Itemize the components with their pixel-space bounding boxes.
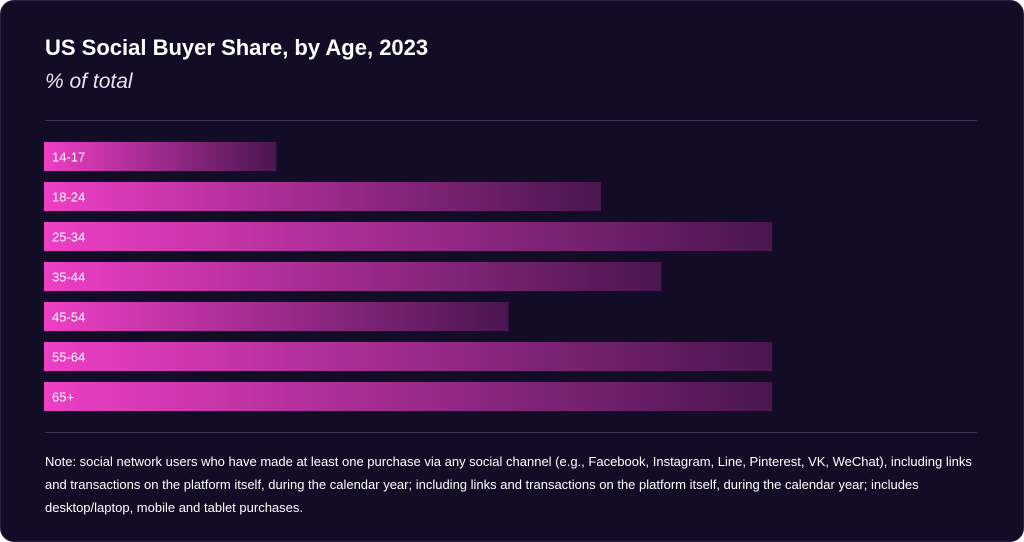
top-divider: [45, 120, 977, 121]
bar-label-65+: 65+: [52, 390, 74, 405]
chart-subtitle: % of total: [45, 70, 133, 93]
bar-label-55-64: 55-64: [52, 350, 85, 365]
bar-25-34: [44, 222, 773, 251]
chart-note: Note: social network users who have made…: [45, 454, 972, 515]
bottom-divider: [45, 432, 977, 433]
chart-title: US Social Buyer Share, by Age, 2023: [45, 35, 429, 60]
bar-65+: [44, 382, 773, 411]
bar-18-24: [44, 182, 601, 211]
bar-label-35-44: 35-44: [52, 270, 85, 285]
bar-45-54: [44, 302, 509, 331]
bar-label-18-24: 18-24: [52, 190, 85, 205]
bar-label-14-17: 14-17: [52, 150, 85, 165]
bar-35-44: [44, 262, 662, 291]
bar-label-25-34: 25-34: [52, 230, 85, 245]
bar-14-17: [44, 142, 277, 171]
bar-55-64: [44, 342, 773, 371]
bar-label-45-54: 45-54: [52, 310, 85, 325]
